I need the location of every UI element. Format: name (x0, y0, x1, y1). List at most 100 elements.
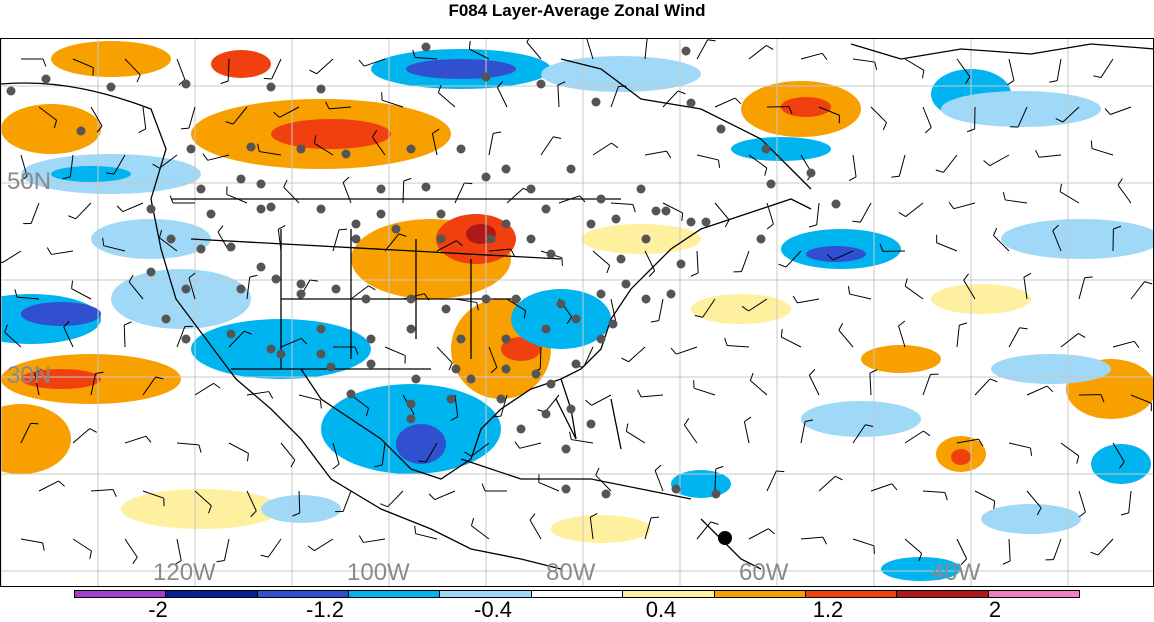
wind-barb (696, 154, 721, 168)
station-marker (406, 324, 416, 334)
wind-barb (412, 49, 438, 60)
wind-barb (586, 39, 594, 60)
station-marker (316, 324, 326, 334)
wind-barb (1078, 394, 1105, 403)
wind-barb (922, 106, 932, 134)
station-marker (561, 484, 571, 494)
wind-barb (470, 517, 490, 540)
wind-barb (936, 234, 958, 252)
station-marker (546, 249, 556, 259)
wind-barb (188, 272, 196, 300)
wind-barb (956, 322, 968, 348)
colorbar-segment (349, 591, 441, 597)
wind-barb (714, 202, 730, 228)
wind-barb (333, 346, 359, 355)
station-marker (296, 144, 306, 154)
wind-barb (898, 202, 924, 217)
station-marker (641, 234, 651, 244)
wind-barb (1090, 538, 1114, 556)
wind-anomaly-field (1, 41, 1153, 581)
wind-barb (818, 106, 840, 124)
wind-barb (280, 337, 308, 348)
wind-barb (766, 106, 793, 115)
station-marker (481, 172, 491, 182)
wind-barb (454, 298, 479, 311)
station-marker (586, 219, 596, 229)
wind-barb (1090, 140, 1114, 156)
wind-barb (428, 490, 456, 501)
station-marker (681, 46, 691, 56)
wind-barb (342, 176, 352, 204)
station-marker (761, 144, 771, 154)
wind-barb (128, 274, 144, 300)
station-marker (608, 319, 618, 329)
station-marker (411, 374, 421, 384)
wind-barb (72, 538, 92, 559)
wind-barb (879, 243, 906, 252)
station-marker (571, 314, 581, 324)
station-marker (406, 294, 416, 304)
wind-barb (34, 368, 42, 396)
wind-barb (650, 298, 664, 323)
colorbar-segment (623, 591, 715, 597)
wind-barb (526, 39, 542, 60)
wind-barb (381, 92, 404, 108)
station-marker (596, 194, 606, 204)
anomaly-area (1, 104, 101, 154)
wind-barb (371, 130, 386, 156)
wind-barb (225, 106, 248, 125)
wind-barb (956, 538, 968, 565)
station-marker (316, 84, 326, 94)
anomaly-area (111, 269, 251, 329)
wind-barb (481, 483, 507, 492)
wind-barb (280, 442, 296, 468)
station-marker (256, 204, 266, 214)
colorbar-segment (440, 591, 532, 597)
anomaly-area (91, 219, 211, 259)
station-marker (701, 217, 711, 227)
station-marker (651, 206, 661, 216)
station-marker (686, 98, 696, 108)
station-marker (541, 324, 551, 334)
wind-barb (194, 490, 212, 514)
wind-barb (454, 182, 473, 204)
wind-barb (670, 346, 698, 355)
station-marker (341, 149, 351, 159)
station-marker (181, 284, 191, 294)
anomaly-area (261, 495, 341, 523)
wind-barb (418, 442, 438, 463)
wind-barb (38, 480, 65, 492)
wind-barb (23, 202, 40, 225)
station-marker (601, 489, 611, 499)
wind-barb (595, 467, 612, 492)
wind-barb (1, 250, 22, 264)
wind-barb (437, 84, 456, 108)
station-marker (566, 164, 576, 174)
station-marker (831, 199, 841, 209)
station-marker (271, 274, 281, 284)
wind-barb (21, 58, 47, 67)
wind-barb (714, 465, 724, 492)
station-marker (316, 349, 326, 359)
station-marker (196, 244, 206, 254)
station-marker (611, 214, 621, 224)
wind-barb (158, 229, 178, 252)
station-marker (536, 79, 546, 89)
wind-barb (1052, 224, 1062, 252)
wind-barb (1026, 490, 1042, 516)
station-marker (256, 179, 266, 189)
wind-barb (749, 372, 768, 396)
wind-barb (309, 58, 334, 75)
wind-barb (174, 538, 182, 566)
anomaly-area (396, 424, 446, 464)
outline-path (460, 458, 692, 500)
wind-barb (325, 101, 352, 110)
wind-barb (246, 391, 274, 399)
wind-barb (202, 153, 230, 161)
colorbar-segment (714, 591, 806, 597)
wind-barb (1112, 442, 1125, 469)
station-marker (351, 219, 361, 229)
wind-barb (228, 442, 249, 462)
wind-barb (538, 474, 560, 492)
map-panel: 50N 30N 120W 100W 80W 60W 40W (0, 38, 1154, 587)
